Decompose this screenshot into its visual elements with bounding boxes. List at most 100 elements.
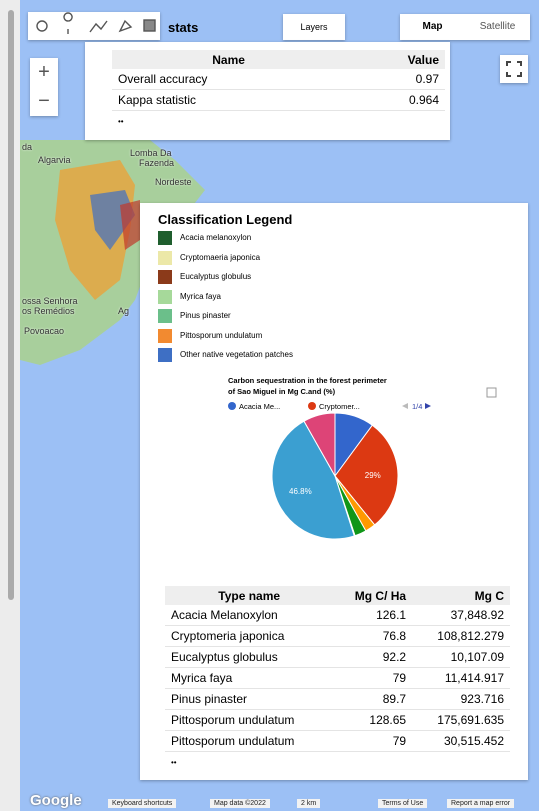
table-cell: 89.7	[333, 689, 412, 710]
table-cell: Myrica faya	[165, 668, 333, 689]
layers-button[interactable]: Layers	[283, 14, 345, 40]
place-label: Fazenda	[139, 158, 174, 168]
table-cell: 175,691.635	[412, 710, 510, 731]
panel-title: stats	[168, 20, 198, 35]
pager: 1/4	[412, 402, 422, 411]
footer-link: Map data ©2022	[210, 799, 270, 808]
footer-link: Terms of Use	[378, 799, 427, 808]
more-indicator: ••	[112, 111, 445, 132]
pager-prev	[402, 403, 408, 409]
place-label: ossa Senhora	[22, 296, 78, 306]
table-cell: Acacia Melanoxylon	[165, 605, 333, 626]
legend-swatch	[158, 348, 172, 362]
place-label: Algarvia	[38, 155, 71, 165]
legend-swatch	[158, 270, 172, 284]
footer-link: Report a map error	[447, 799, 514, 808]
table-cell: Kappa statistic	[112, 90, 345, 111]
more-indicator: ••	[165, 752, 510, 773]
table-cell: Pinus pinaster	[165, 689, 333, 710]
place-label: Ag	[118, 306, 129, 316]
legend-dot	[228, 402, 236, 410]
legend-title: Classification Legend	[158, 212, 292, 227]
legend-label: Pittosporum undulatum	[180, 331, 262, 340]
place-label: Povoacao	[24, 326, 64, 336]
pager-next[interactable]	[425, 403, 431, 409]
pie-legend-label: Cryptomer...	[319, 402, 360, 411]
pie-legend-label: Acacia Me...	[239, 402, 280, 411]
legend-swatch	[158, 309, 172, 323]
place-label: os Remédios	[22, 306, 75, 316]
legend-label: Pinus pinaster	[180, 311, 231, 320]
table-cell: Eucalyptus globulus	[165, 647, 333, 668]
footer-link: Keyboard shortcuts	[108, 799, 176, 808]
map-type-switch: Map Satellite	[400, 14, 530, 40]
table-cell: 79	[333, 668, 412, 689]
scrollbar-thumb[interactable]	[8, 10, 14, 600]
table-cell: Cryptomeria japonica	[165, 626, 333, 647]
table-cell: 79	[333, 731, 412, 752]
more-row: ••	[165, 752, 510, 773]
tool-icons	[28, 12, 160, 40]
slice-label: 46.8%	[289, 487, 312, 496]
pie-title: of Sao Miguel in Mg C.and (%)	[228, 387, 336, 396]
table-cell: 128.65	[333, 710, 412, 731]
table-cell: 10,107.09	[412, 647, 510, 668]
export-icon	[487, 388, 496, 397]
place-label: da	[22, 142, 32, 152]
table-cell: Pittosporum undulatum	[165, 710, 333, 731]
table-cell: 11,414.917	[412, 668, 510, 689]
legend-label: Eucalyptus globulus	[180, 272, 251, 281]
google-logo: Google	[30, 792, 82, 809]
legend-label: Myrica faya	[180, 292, 221, 301]
zoom-control: + −	[30, 58, 58, 116]
table-cell: Overall accuracy	[112, 69, 345, 90]
column-header: Name	[112, 50, 345, 69]
table-cell: Pittosporum undulatum	[165, 731, 333, 752]
legend-dot	[308, 402, 316, 410]
legend-swatch	[158, 329, 172, 343]
pie-title: Carbon sequestration in the forest perim…	[228, 376, 387, 385]
screen: stats Layers Map Satellite + − NameValue…	[0, 0, 539, 811]
table-cell: 76.8	[333, 626, 412, 647]
slice-label: 29%	[365, 471, 381, 480]
table-cell: 923.716	[412, 689, 510, 710]
place-label: Nordeste	[155, 177, 192, 187]
drawing-tools[interactable]	[28, 12, 160, 40]
column-header: Mg C	[412, 586, 510, 605]
more-row: ••	[112, 111, 445, 132]
legend-label: Acacia melanoxylon	[180, 233, 251, 242]
place-label: Lomba Da	[130, 148, 172, 158]
table-cell: 0.97	[345, 69, 445, 90]
zoom-out[interactable]: −	[30, 87, 58, 116]
pie-chart: Carbon sequestration in the forest perim…	[140, 368, 528, 568]
legend-label: Cryptomaeria japonica	[180, 253, 260, 262]
table-cell: 92.2	[333, 647, 412, 668]
column-header: Value	[345, 50, 445, 69]
table-cell: 126.1	[333, 605, 412, 626]
column-header: Mg C/ Ha	[333, 586, 412, 605]
fullscreen-button[interactable]	[500, 55, 528, 83]
legend-swatch	[158, 251, 172, 265]
map-type[interactable]: Map	[400, 14, 465, 40]
legend-swatch	[158, 290, 172, 304]
footer-link: 2 km	[297, 799, 320, 808]
legend-panel: Classification Legend Acacia melanoxylon…	[140, 203, 528, 780]
legend-label: Other native vegetation patches	[180, 350, 293, 359]
fullscreen-icon	[500, 55, 528, 83]
table-cell: 108,812.279	[412, 626, 510, 647]
zoom-in[interactable]: +	[30, 58, 58, 87]
table-row: Kappa statistic0.964	[112, 90, 445, 111]
map-type[interactable]: Satellite	[465, 14, 530, 40]
header-row: Type nameMg C/ HaMg C	[165, 586, 510, 605]
